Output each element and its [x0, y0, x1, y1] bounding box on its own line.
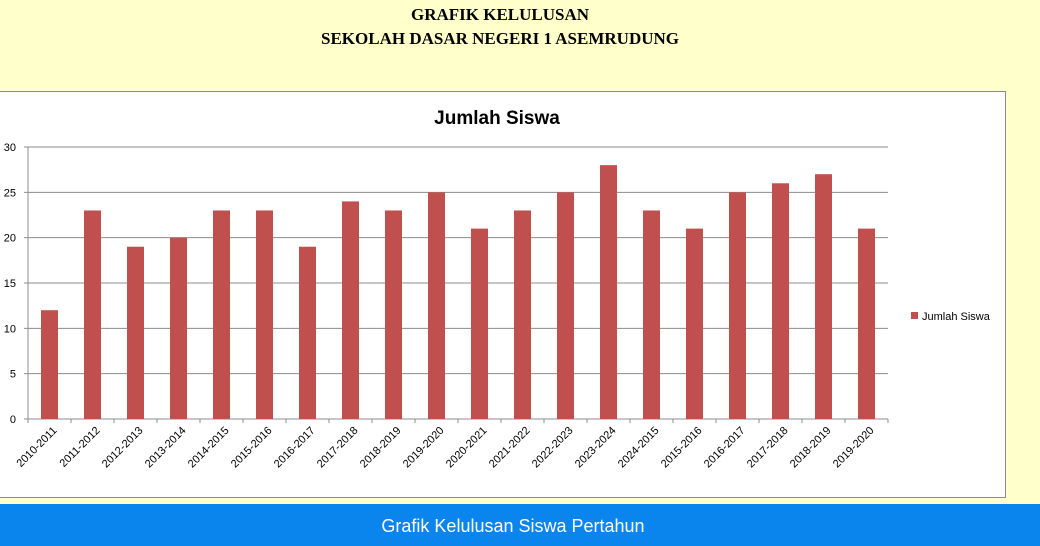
- x-tick-label: 2012-2013: [100, 425, 146, 471]
- x-tick-label: 2010-2011: [15, 425, 60, 470]
- x-tick-label: 2018-2019: [788, 425, 834, 471]
- x-tick-label: 2018-2019: [358, 425, 404, 471]
- bar: [385, 210, 402, 419]
- bar: [471, 228, 488, 419]
- x-tick-label: 2020-2021: [444, 425, 490, 471]
- bar: [342, 201, 359, 419]
- x-tick-label: 2013-2014: [143, 425, 189, 471]
- y-tick-label: 20: [4, 233, 16, 245]
- bar: [299, 246, 316, 419]
- x-tick-label: 2024-2015: [616, 425, 662, 471]
- y-tick-label: 0: [10, 414, 16, 426]
- x-tick-label: 2016-2017: [702, 425, 748, 471]
- x-tick-label: 2019-2020: [401, 425, 447, 471]
- bar: [643, 210, 660, 419]
- bar: [84, 210, 101, 419]
- x-tick-label: 2023-2024: [573, 425, 619, 471]
- bar: [557, 192, 574, 419]
- header-title: GRAFIK KELULUSAN: [410, 5, 590, 24]
- bar: [815, 174, 832, 419]
- x-tick-label: 2021-2022: [487, 425, 533, 471]
- x-tick-label: 2019-2020: [831, 425, 877, 471]
- y-tick-label: 15: [4, 278, 16, 290]
- x-tick-label: 2011-2012: [58, 425, 103, 470]
- chart-title: Jumlah Siswa: [434, 108, 560, 129]
- bar: [428, 192, 445, 419]
- header-subtitle: SEKOLAH DASAR NEGERI 1 ASEMRUDUNG: [321, 29, 679, 48]
- x-tick-label: 2016-2017: [272, 425, 318, 471]
- bar: [514, 210, 531, 419]
- bar: [213, 210, 230, 419]
- y-tick-label: 25: [4, 187, 16, 199]
- bar: [127, 246, 144, 419]
- y-tick-label: 30: [4, 142, 16, 154]
- bar: [858, 228, 875, 419]
- x-tick-label: 2015-2016: [229, 425, 275, 471]
- bar: [41, 310, 58, 419]
- legend-swatch: [911, 312, 918, 319]
- footer-caption: Grafik Kelulusan Siswa Pertahun: [381, 515, 645, 536]
- chart-panel: [0, 91, 1006, 498]
- y-tick-label: 10: [4, 323, 16, 335]
- bar: [170, 237, 187, 419]
- bar: [686, 228, 703, 419]
- bar: [729, 192, 746, 419]
- y-tick-label: 5: [10, 369, 16, 381]
- bar: [256, 210, 273, 419]
- bar: [772, 183, 789, 419]
- x-tick-label: 2017-2018: [745, 425, 791, 471]
- x-tick-label: 2022-2023: [530, 425, 576, 471]
- x-tick-label: 2014-2015: [186, 425, 232, 471]
- legend-label: Jumlah Siswa: [922, 311, 991, 323]
- bar: [600, 165, 617, 419]
- x-tick-label: 2017-2018: [315, 425, 361, 471]
- footer-bar: Grafik Kelulusan Siswa Pertahun: [0, 504, 1040, 546]
- x-tick-label: 2015-2016: [659, 425, 705, 471]
